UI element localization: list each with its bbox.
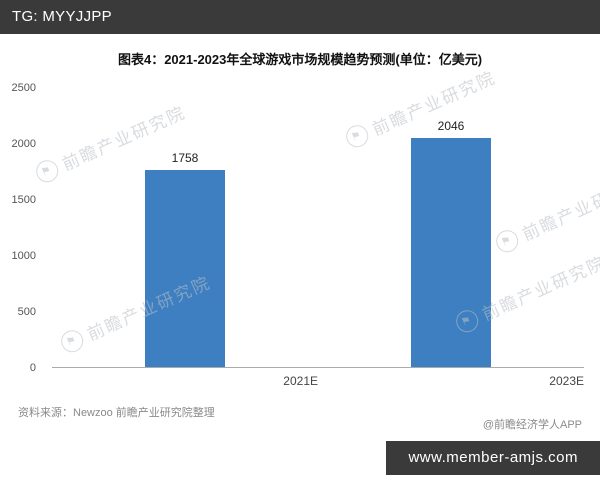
url-text: www.member-amjs.com	[408, 449, 578, 466]
source-label: 资料来源：	[18, 407, 73, 419]
chart-title: 图表4：2021-2023年全球游戏市场规模趋势预测(单位：亿美元)	[117, 52, 483, 67]
y-tick-label: 2500	[11, 82, 36, 94]
y-tick-label: 500	[17, 306, 36, 318]
y-tick-label: 2000	[11, 138, 36, 150]
bar-slot: 2046	[318, 119, 584, 367]
x-tick-label: 2023E	[549, 374, 584, 388]
source-note: 资料来源：Newzoo 前瞻产业研究院整理	[18, 404, 215, 420]
plot-area: 1758 2046	[52, 88, 584, 368]
tg-tag-label: TG: MYYJJPP	[12, 8, 112, 25]
y-tick-label: 1500	[11, 194, 36, 206]
bars-row: 1758 2046	[52, 88, 584, 367]
y-axis: 0 500 1000 1500 2000 2500	[0, 82, 44, 374]
source-value: Newzoo 前瞻产业研究院整理	[73, 407, 215, 419]
y-tick-label: 1000	[11, 250, 36, 262]
bar-2023E	[411, 137, 491, 367]
bar-2021E	[145, 170, 225, 367]
bar-value-label: 1758	[171, 151, 199, 166]
bar-value-label: 2046	[437, 118, 465, 133]
top-banner: TG: MYYJJPP	[0, 0, 600, 34]
footer: 资料来源：Newzoo 前瞻产业研究院整理 @前瞻经济学人APP	[0, 404, 600, 432]
credit-note: @前瞻经济学人APP	[482, 419, 582, 431]
y-tick-label: 0	[29, 362, 36, 374]
x-tick-label: 2021E	[283, 374, 318, 388]
url-bar[interactable]: www.member-amjs.com	[386, 441, 600, 475]
bar-slot: 1758	[52, 151, 318, 367]
chart: 0 500 1000 1500 2000 2500 1758 2046 2021E 2023E	[0, 82, 600, 388]
x-axis: 2021E 2023E	[52, 374, 584, 388]
